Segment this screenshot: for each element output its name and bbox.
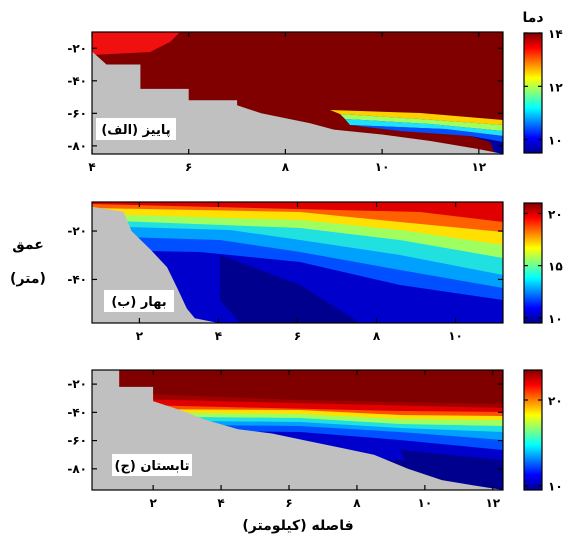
y-tick-label: -۴۰ <box>67 272 87 286</box>
colorbar-tick-label: ۱۰ <box>548 312 563 326</box>
panel-autumn-label-box: (الف) پاییز <box>96 118 176 140</box>
panel-summer-label-box: (ج) تابستان <box>112 454 192 476</box>
y-tick-label: -۸۰ <box>67 139 87 153</box>
panel-autumn: (الف) پاییز -۲۰ -۴۰ -۶۰ -۸۰ ۴ ۶ ۸ ۱۰ ۱۲ ۱۰ ۱۲ ۱۴ … <box>67 10 563 174</box>
y-tick-label: -۲۰ <box>67 377 87 391</box>
y-axis-title-line2: (متر) <box>10 271 46 287</box>
x-tick-label: ۲ <box>149 496 157 510</box>
y-tick-label: -۲۰ <box>67 41 87 55</box>
colorbar-tick-label: ۲۰ <box>548 207 563 221</box>
x-tick-label: ۶ <box>185 160 192 174</box>
panel-summer-x-axis: ۲ ۴ ۶ ۸ ۱۰ ۱۲ <box>149 370 501 510</box>
colorbar-tick-label: ۱۵ <box>548 260 563 274</box>
x-tick-label: ۸ <box>282 160 290 174</box>
x-tick-label: ۱۰ <box>375 160 390 174</box>
x-tick-label: ۱۲ <box>471 160 486 174</box>
colorbar-tick-label: ۱۰ <box>548 480 563 494</box>
x-tick-label: ۴ <box>215 329 222 343</box>
panel-autumn-label: (الف) پاییز <box>101 123 170 138</box>
y-tick-label: -۲۰ <box>67 224 87 238</box>
colorbar-tick-label: ۲۰ <box>548 394 563 408</box>
x-axis-title: فاصله (کیلومتر) <box>242 518 353 534</box>
panel-spring-label: (ب) بهار <box>111 295 166 310</box>
x-tick-label: ۸ <box>373 329 381 343</box>
colorbar-tick-label: ۱۰ <box>548 134 563 148</box>
x-tick-label: ۶ <box>294 329 301 343</box>
panel-autumn-frame <box>91 31 504 155</box>
y-tick-label: -۴۰ <box>67 74 87 88</box>
x-tick-label: ۶ <box>285 496 292 510</box>
panel-autumn-colorbar: ۱۰ ۱۲ ۱۴ دما <box>522 10 563 154</box>
y-axis-title-line1: عمق <box>12 237 44 253</box>
panel-spring: (ب) بهار -۲۰ -۴۰ ۲ ۴ ۶ ۸ ۱۰ ۱۰ ۱۵ ۲۰ <box>67 201 563 343</box>
x-tick-label: ۴ <box>88 160 95 174</box>
panel-autumn-y-axis: -۲۰ -۴۰ -۶۰ -۸۰ <box>67 41 503 153</box>
colorbar-title: دما <box>522 10 543 26</box>
x-tick-label: ۴ <box>217 496 224 510</box>
panel-spring-x-axis: ۲ ۴ ۶ ۸ ۱۰ <box>136 202 463 343</box>
y-tick-label: -۸۰ <box>67 462 87 476</box>
colorbar-tick-label: ۱۴ <box>548 27 563 41</box>
y-tick-label: -۶۰ <box>67 106 87 120</box>
y-tick-label: -۶۰ <box>67 434 87 448</box>
x-tick-label: ۲ <box>136 329 144 343</box>
x-tick-label: ۱۲ <box>485 496 500 510</box>
panel-spring-field <box>92 202 503 323</box>
colorbar-tick-label: ۱۲ <box>548 80 563 94</box>
x-tick-label: ۸ <box>353 496 361 510</box>
panel-summer-label: (ج) تابستان <box>115 459 190 474</box>
panel-summer-seafloor <box>92 370 503 490</box>
panel-spring-y-axis: -۲۰ -۴۰ <box>67 224 503 286</box>
panel-summer-frame <box>91 369 504 491</box>
panel-spring-colorbar: ۱۰ ۱۵ ۲۰ <box>523 202 563 326</box>
panel-spring-label-box: (ب) بهار <box>104 290 174 312</box>
x-tick-label: ۱۰ <box>448 329 463 343</box>
panel-autumn-x-axis: ۴ ۶ ۸ ۱۰ ۱۲ <box>88 32 487 174</box>
panel-autumn-seafloor <box>92 51 503 154</box>
panel-summer-colorbar: ۱۰ ۲۰ <box>523 369 563 494</box>
panel-summer: (ج) تابستان -۲۰ -۴۰ -۶۰ -۸۰ ۲ ۴ ۶ ۸ ۱۰ ۱۲ ۱۰ ۲۰ <box>67 369 563 510</box>
panel-summer-y-axis: -۲۰ -۴۰ -۶۰ -۸۰ <box>67 377 503 476</box>
x-tick-label: ۱۰ <box>418 496 433 510</box>
y-tick-label: -۴۰ <box>67 405 87 419</box>
